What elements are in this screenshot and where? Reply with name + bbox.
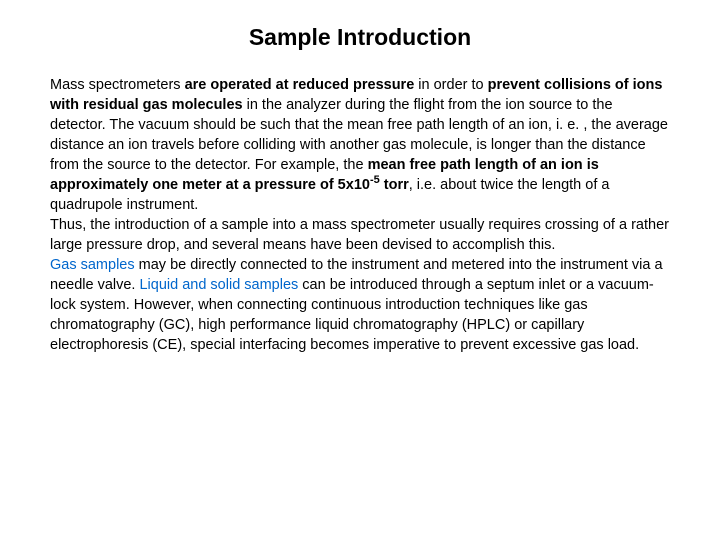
- text-segment: in order to: [414, 77, 487, 93]
- slide-body: Mass spectrometers are operated at reduc…: [50, 75, 670, 355]
- text-paragraph: Thus, the introduction of a sample into …: [50, 217, 669, 253]
- text-highlight: Liquid and solid samples: [139, 277, 298, 293]
- text-superscript: -5: [370, 174, 380, 186]
- text-highlight: Gas samples: [50, 257, 135, 273]
- text-bold: are operated at reduced pressure: [185, 77, 415, 93]
- slide-title: Sample Introduction: [50, 24, 670, 51]
- text-segment: Mass spectrometers: [50, 77, 185, 93]
- text-bold: torr: [380, 177, 409, 193]
